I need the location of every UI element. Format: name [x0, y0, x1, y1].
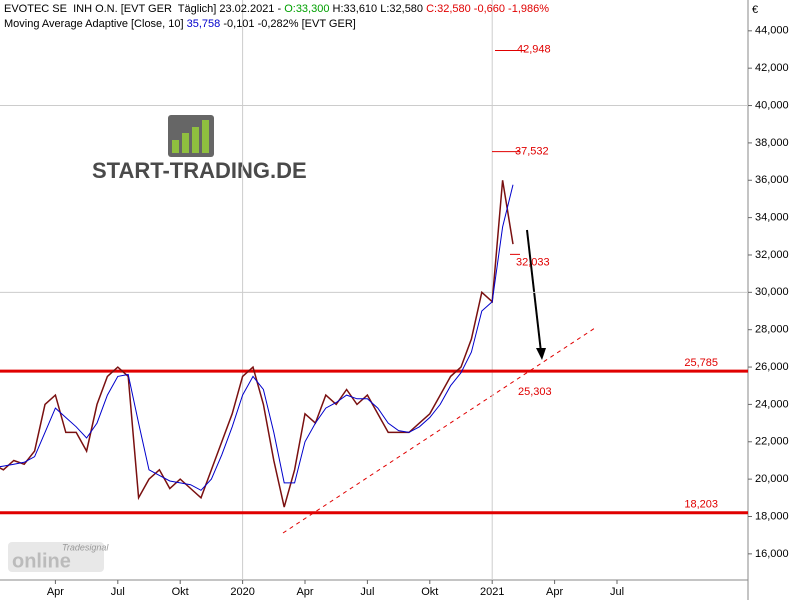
header-part: EVOTEC SE INH O.N. [EVT GER Täglich] 23.… — [4, 3, 284, 15]
series-line — [0, 184, 514, 491]
subheader-part: -0,101 -0,282% [EVT GER] — [220, 18, 356, 30]
x-tick-label: Jul — [610, 586, 624, 598]
x-tick-label: 2021 — [480, 586, 504, 598]
y-tick-label: 30,000 — [755, 286, 789, 298]
y-tick-label: 38,000 — [755, 137, 789, 149]
header-part: C:32,580 -0,660 -1,986% — [426, 3, 549, 15]
y-tick-label: 40,000 — [755, 99, 789, 111]
x-tick-label: Jul — [360, 586, 374, 598]
y-tick-label: 24,000 — [755, 398, 789, 410]
x-tick-label: Apr — [47, 586, 64, 598]
x-tick-label: Apr — [296, 586, 313, 598]
level-label: 25,785 — [684, 357, 718, 369]
subheader-part: 35,758 — [187, 18, 221, 30]
y-tick-label: 26,000 — [755, 361, 789, 373]
series-line — [0, 180, 514, 508]
header: EVOTEC SE INH O.N. [EVT GER Täglich] 23.… — [4, 3, 549, 15]
y-tick-label: 44,000 — [755, 25, 789, 37]
y-tick-label: 36,000 — [755, 174, 789, 186]
y-tick-label: 16,000 — [755, 548, 789, 560]
y-tick-label: 20,000 — [755, 473, 789, 485]
watermark-product: online — [12, 550, 71, 572]
currency: € — [752, 4, 758, 16]
subheader-part: Moving Average Adaptive [Close, 10] — [4, 18, 187, 30]
watermark-box — [8, 542, 104, 572]
header-part: O:33,300 — [284, 3, 329, 15]
y-tick-label: 34,000 — [755, 212, 789, 224]
logo-icon — [168, 115, 214, 157]
y-tick-label: 42,000 — [755, 62, 789, 74]
trendline — [282, 327, 596, 534]
price-label: 25,303 — [518, 386, 552, 398]
price-label: 42,948 — [517, 43, 551, 55]
price-label: 37,532 — [515, 146, 549, 158]
subheader: Moving Average Adaptive [Close, 10] 35,7… — [4, 18, 356, 30]
y-tick-label: 28,000 — [755, 324, 789, 336]
arrow — [526, 229, 546, 360]
watermark-brand: Tradesignal — [62, 542, 109, 552]
y-tick-label: 18,000 — [755, 510, 789, 522]
header-part: H:33,610 L:32,580 — [329, 3, 426, 15]
x-tick-label: Jul — [111, 586, 125, 598]
x-tick-label: Okt — [172, 586, 189, 598]
level-label: 18,203 — [684, 499, 718, 511]
price-label: 32,033 — [516, 256, 550, 268]
x-tick-label: Okt — [421, 586, 438, 598]
y-tick-label: 22,000 — [755, 436, 789, 448]
x-tick-label: Apr — [546, 586, 563, 598]
logo-text: START-TRADING.DE — [92, 158, 307, 183]
x-tick-label: 2020 — [230, 586, 254, 598]
y-tick-label: 32,000 — [755, 249, 789, 261]
